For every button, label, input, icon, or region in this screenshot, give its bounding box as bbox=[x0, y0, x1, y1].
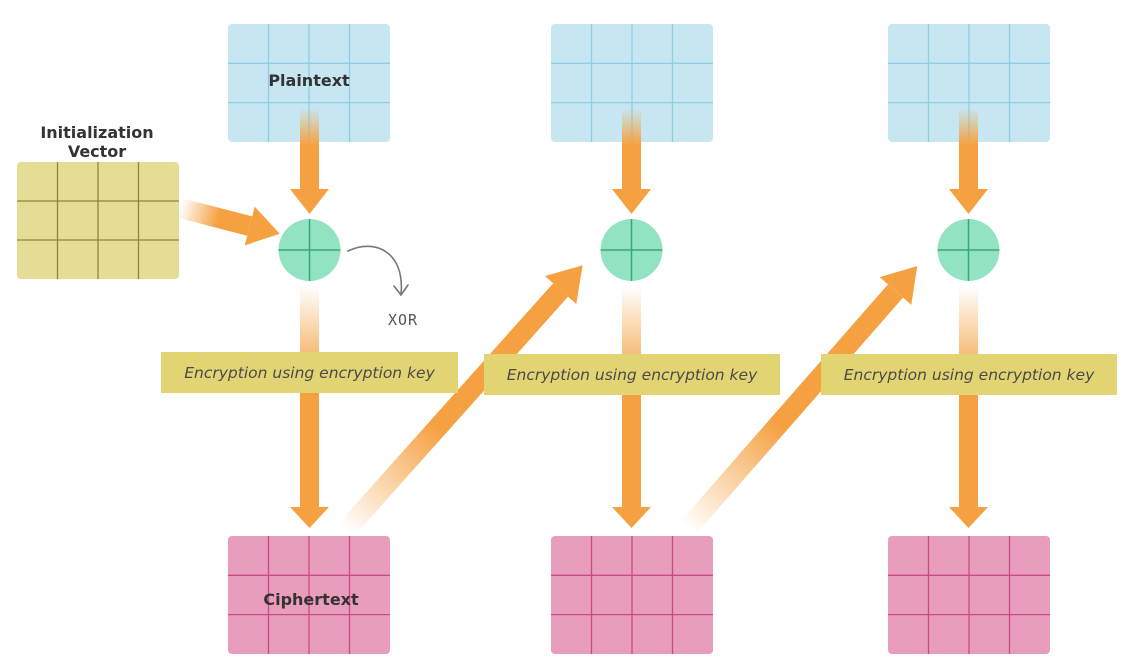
plaintext-label: Plaintext bbox=[268, 71, 350, 90]
encryption-box-3: Encryption using encryption key bbox=[821, 354, 1117, 395]
plaintext-block-2 bbox=[551, 24, 713, 142]
xor-annotation-arrow bbox=[347, 245, 409, 297]
xor-label: XOR bbox=[388, 311, 418, 329]
encryption-label-3: Encryption using encryption key bbox=[844, 366, 1095, 384]
encryption-to-ciphertext-arrow-2 bbox=[612, 395, 651, 528]
ciphertext-block-3 bbox=[888, 536, 1050, 654]
encryption-label-1: Encryption using encryption key bbox=[184, 364, 435, 382]
plaintext-block-1: Plaintext bbox=[228, 24, 390, 142]
encryption-to-ciphertext-arrow-3 bbox=[949, 395, 988, 528]
plaintext-to-xor-arrow-2 bbox=[612, 108, 651, 214]
plaintext-to-xor-arrow-3 bbox=[949, 108, 988, 214]
ciphertext-to-xor-arrow-2 bbox=[680, 266, 918, 535]
xor-icon-1 bbox=[278, 219, 341, 281]
plaintext-to-xor-arrow-1 bbox=[290, 108, 329, 214]
ciphertext-block-1: Ciphertext bbox=[228, 536, 390, 654]
xor-to-encryption-shaft-3 bbox=[959, 286, 978, 354]
iv-block bbox=[17, 162, 179, 279]
plaintext-block-3 bbox=[888, 24, 1050, 142]
iv-to-xor-arrow bbox=[177, 198, 280, 246]
encryption-label-2: Encryption using encryption key bbox=[507, 366, 758, 384]
encryption-box-1: Encryption using encryption key bbox=[161, 352, 458, 393]
iv-label-line1: Initialization bbox=[40, 123, 153, 142]
encryption-box-2: Encryption using encryption key bbox=[484, 354, 780, 395]
xor-icon-2 bbox=[600, 219, 663, 281]
ciphertext-label: Ciphertext bbox=[263, 590, 359, 609]
iv-label-line2: Vector bbox=[68, 142, 126, 161]
xor-to-encryption-shaft-1 bbox=[300, 286, 319, 352]
encryption-to-ciphertext-arrow-1 bbox=[290, 393, 329, 528]
xor-icon-3 bbox=[937, 219, 1000, 281]
xor-to-encryption-shaft-2 bbox=[622, 286, 641, 354]
ciphertext-block-2 bbox=[551, 536, 713, 654]
ciphertext-to-xor-arrow-1 bbox=[338, 265, 583, 537]
